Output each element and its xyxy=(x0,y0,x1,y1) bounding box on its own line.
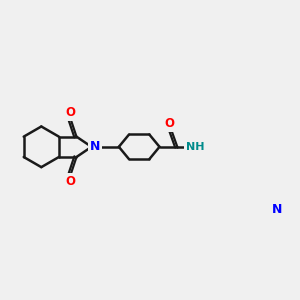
Text: O: O xyxy=(65,175,75,188)
Text: N: N xyxy=(272,203,282,216)
Text: NH: NH xyxy=(186,142,204,152)
Text: N: N xyxy=(89,140,100,153)
Text: O: O xyxy=(65,106,75,119)
Text: O: O xyxy=(164,117,174,130)
